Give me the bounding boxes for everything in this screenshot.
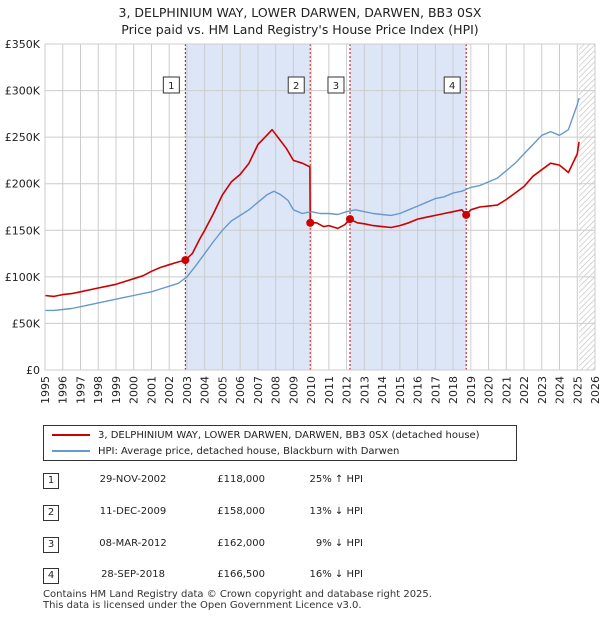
table-row: 2 11-DEC-2009 £158,000 13% ↓ HPI (43, 505, 443, 523)
tx-number-badge: 1 (43, 473, 59, 489)
x-tick-label: 1998 (92, 376, 105, 404)
table-row: 4 28-SEP-2018 £166,500 16% ↓ HPI (43, 568, 443, 586)
legend-swatch-hpi (52, 450, 90, 452)
tx-number-badge: 3 (43, 537, 59, 553)
footer-line-2: This data is licensed under the Open Gov… (43, 600, 362, 611)
chart-title: 3, DELPHINIUM WAY, LOWER DARWEN, DARWEN,… (0, 4, 600, 38)
legend: 3, DELPHINIUM WAY, LOWER DARWEN, DARWEN,… (43, 425, 517, 461)
sale-label-box (287, 76, 305, 94)
legend-item-property: 3, DELPHINIUM WAY, LOWER DARWEN, DARWEN,… (52, 428, 480, 444)
sale-label: 1 (168, 81, 174, 92)
tx-hpi-diff: 13% ↓ HPI (309, 506, 363, 517)
x-tick-label: 2007 (252, 376, 265, 404)
legend-swatch-property (52, 434, 90, 436)
x-tick-label: 2017 (429, 376, 442, 404)
tx-price: £158,000 (217, 506, 265, 517)
x-tick-label: 2005 (216, 376, 229, 404)
y-tick-label: £350K (5, 38, 41, 51)
x-tick-label: 1999 (110, 376, 123, 404)
y-tick-label: £150K (5, 224, 41, 237)
y-tick-label: £250K (5, 131, 41, 144)
x-tick-label: 2003 (181, 376, 194, 404)
x-tick-label: 1995 (39, 376, 52, 404)
forecast-hatch (579, 44, 595, 370)
legend-label-property: 3, DELPHINIUM WAY, LOWER DARWEN, DARWEN,… (98, 430, 480, 441)
price-chart: 1 2 3 4 £0 £50K £100K £150K £200K £250K £300K £350… (5, 38, 600, 404)
table-row: 3 08-MAR-2012 £162,000 9% ↓ HPI (43, 537, 443, 555)
x-tick-label: 2026 (589, 376, 600, 404)
sale-label-box (443, 76, 461, 94)
sale-label-box (327, 76, 345, 94)
x-tick-label: 2018 (447, 376, 460, 404)
title-line-2: Price paid vs. HM Land Registry's House … (121, 22, 479, 37)
x-tick-label: 2010 (305, 376, 318, 404)
tx-price: £162,000 (217, 538, 265, 549)
x-tick-label: 2008 (270, 376, 283, 404)
x-tick-label: 2004 (199, 376, 212, 404)
y-tick-label: £100K (5, 271, 41, 284)
x-tick-label: 2014 (376, 376, 389, 404)
tx-number-badge: 2 (43, 505, 59, 521)
sale-point (462, 210, 471, 219)
x-tick-label: 1996 (57, 376, 70, 404)
sale-label: 3 (333, 81, 339, 92)
x-tick-label: 2009 (287, 376, 300, 404)
tx-date: 08-MAR-2012 (99, 538, 167, 549)
y-tick-label: £200K (5, 178, 41, 191)
x-tick-label: 2016 (412, 376, 425, 404)
tx-price: £118,000 (217, 474, 265, 485)
x-tick-label: 2025 (571, 376, 584, 404)
plot-frame (44, 43, 596, 371)
tx-hpi-diff: 16% ↓ HPI (309, 569, 363, 580)
sale-point (345, 215, 354, 224)
x-tick-label: 2021 (500, 376, 513, 404)
x-tick-label: 2015 (394, 376, 407, 404)
x-tick-label: 2002 (163, 376, 176, 404)
x-tick-label: 1997 (74, 376, 87, 404)
footer-line-1: Contains HM Land Registry data © Crown c… (43, 589, 432, 600)
x-tick-label: 2000 (128, 376, 141, 404)
tx-number-badge: 4 (43, 568, 59, 584)
y-tick-label: £300K (5, 85, 41, 98)
x-tick-label: 2013 (358, 376, 371, 404)
tx-hpi-diff: 25% ↑ HPI (309, 474, 363, 485)
footer-attribution: Contains HM Land Registry data © Crown c… (43, 589, 432, 611)
title-line-1: 3, DELPHINIUM WAY, LOWER DARWEN, DARWEN,… (118, 5, 482, 20)
sale-label-box (162, 76, 180, 94)
x-tick-label: 2012 (341, 376, 354, 404)
sale-point (306, 218, 315, 227)
x-tick-label: 2019 (465, 376, 478, 404)
tx-hpi-diff: 9% ↓ HPI (315, 538, 363, 549)
legend-label-hpi: HPI: Average price, detached house, Blac… (98, 446, 400, 457)
table-row: 1 29-NOV-2002 £118,000 25% ↑ HPI (43, 473, 443, 491)
legend-item-hpi: HPI: Average price, detached house, Blac… (52, 444, 399, 460)
tx-date: 28-SEP-2018 (101, 569, 165, 580)
ownership-shade (349, 44, 467, 370)
x-tick-label: 2001 (145, 376, 158, 404)
tx-date: 11-DEC-2009 (99, 506, 167, 517)
sale-point (181, 256, 190, 265)
series-line-property (45, 128, 580, 298)
series-line-hpi (45, 97, 580, 312)
x-tick-label: 2023 (536, 376, 549, 404)
x-tick-label: 2022 (518, 376, 531, 404)
x-tick-label: 2011 (323, 376, 336, 404)
sale-label: 4 (449, 81, 455, 92)
x-tick-label: 2020 (483, 376, 496, 404)
tx-price: £166,500 (217, 569, 265, 580)
y-tick-label: £0 (26, 364, 40, 377)
sale-label: 2 (293, 81, 299, 92)
x-tick-label: 2006 (234, 376, 247, 404)
tx-date: 29-NOV-2002 (99, 474, 167, 485)
y-tick-label: £50K (12, 317, 41, 330)
ownership-shade (185, 44, 311, 370)
x-tick-label: 2024 (554, 376, 567, 404)
